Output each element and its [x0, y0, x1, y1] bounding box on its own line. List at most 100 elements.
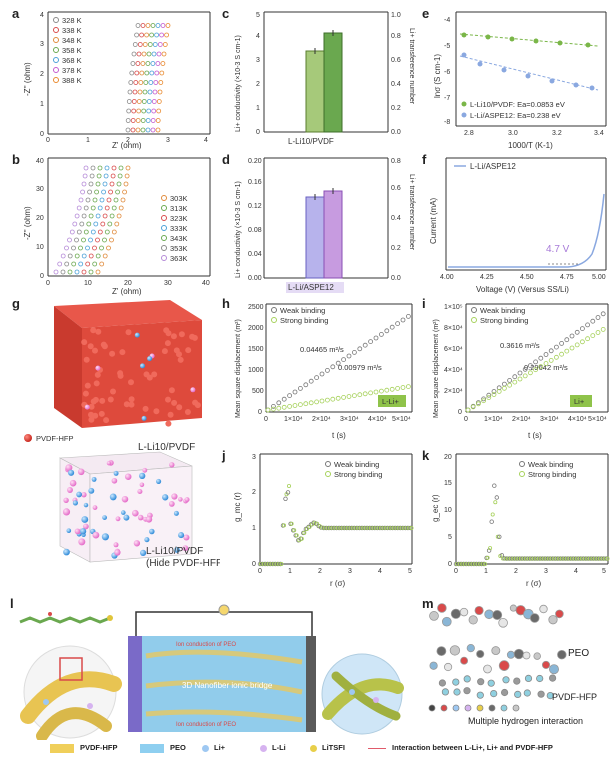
red-texture-dot [189, 334, 195, 340]
tick: 0.4 [391, 215, 401, 222]
atom [501, 705, 507, 711]
strong-point [580, 340, 584, 344]
series-b-point [100, 246, 104, 250]
series-b-point [86, 262, 90, 266]
panel-k-ylabel: g_ec (r) [431, 494, 440, 522]
strong-point [309, 401, 313, 405]
pvdf-hfp-sphere-icon [24, 434, 32, 442]
strong-point [491, 513, 494, 516]
atom [530, 614, 539, 623]
legend-item: L-Li/ASPE12: Ea=0.238 eV [470, 111, 561, 120]
ion-particle [149, 529, 155, 535]
atom [475, 606, 483, 614]
tick: 1 [252, 525, 256, 532]
weak-point [390, 325, 394, 329]
legend-li-icon [202, 745, 209, 752]
red-texture-dot [165, 340, 171, 346]
series-a-point [151, 24, 155, 28]
series-a-point [146, 128, 150, 132]
legend-item: Weak binding [334, 460, 379, 469]
series-b-point [107, 246, 111, 250]
panel-h-ylabel: Mean square displacement (m²) [235, 319, 242, 418]
series-a-point [154, 81, 158, 85]
series-a-point [160, 71, 164, 75]
tick: 4.75 [560, 274, 574, 281]
series-b-point [103, 214, 107, 218]
red-texture-dot [119, 349, 125, 355]
series-b-point [89, 254, 93, 258]
series-a-point [159, 81, 163, 85]
series-a-point [142, 109, 146, 113]
ion-particle [84, 503, 88, 507]
red-texture-dot [109, 351, 115, 357]
k-rdf-points [454, 484, 609, 566]
tick: 2×10⁴ [512, 416, 531, 423]
tick: 0.04 [248, 251, 262, 258]
strong-point [565, 349, 569, 353]
series-a-point [153, 90, 157, 94]
strong-point [369, 391, 373, 395]
ion-particle [114, 542, 119, 547]
series-a-point [137, 109, 141, 113]
strong-point [523, 374, 527, 378]
j-rdf-points [258, 484, 413, 565]
series-b-point [119, 166, 123, 170]
tick: 4.50 [520, 274, 534, 281]
ion-particle [80, 528, 86, 534]
tick: 40 [36, 158, 44, 165]
panel-label-g: g [12, 296, 20, 311]
tick: 0 [46, 280, 50, 287]
weak-point [309, 379, 313, 383]
ion-particle [139, 473, 145, 479]
atom [549, 615, 557, 623]
tick: -6 [444, 69, 450, 76]
strong-point [325, 398, 329, 402]
particle [147, 356, 152, 361]
atom [442, 617, 451, 626]
series-a-point [139, 81, 143, 85]
panel-h-yticks: 0 500 1000 1500 2000 2500 [248, 304, 264, 416]
panel-a-xticks: 0 1 2 3 4 [46, 137, 208, 144]
annotation-1: 0.3616 m²/s [500, 341, 540, 350]
legend-pvdf-swatch [50, 744, 74, 753]
panel-b-yticks: 0 10 20 30 40 [36, 158, 44, 280]
atom [534, 653, 541, 660]
atom [441, 705, 447, 711]
atom [464, 688, 470, 694]
series-a-point [146, 24, 150, 28]
ion-particle [102, 515, 107, 520]
ion-particle [75, 529, 81, 535]
tick: 2500 [248, 304, 264, 311]
series-a-point [156, 119, 160, 123]
tick: 3.0 [508, 130, 518, 137]
series-a-point [146, 119, 150, 123]
weak-point [596, 316, 600, 320]
panel-a-legend: 328 K 338 K 348 K 358 K 368 K 378 K 388 … [54, 16, 82, 85]
tick: 0 [40, 131, 44, 138]
tick: 5×10⁴ [588, 416, 607, 423]
series-b-point [75, 254, 79, 258]
weak-point [293, 390, 297, 394]
bulb-icon [219, 605, 229, 615]
text-nanofiber-bridge: 3D Nanofiber ionic bridge [182, 681, 273, 690]
tick: 4 [378, 568, 382, 575]
series-b-point [89, 214, 93, 218]
series-b-point [100, 262, 104, 266]
series-a-point [137, 52, 141, 56]
atom [477, 650, 484, 657]
red-texture-dot [84, 357, 90, 363]
anode-plate [128, 636, 142, 732]
panel-label-a: a [12, 6, 19, 21]
series-b-point [102, 190, 106, 194]
weak-point [601, 312, 605, 316]
series-b-point [80, 222, 84, 226]
atom [514, 649, 524, 659]
panel-c-yticks-left: 0 1 2 3 4 5 [256, 12, 260, 136]
legend-item: Strong binding [480, 316, 528, 325]
tick: 4 [204, 137, 208, 144]
series-b-point [91, 166, 95, 170]
weak-point [554, 345, 558, 349]
panel-i-xlabel: t (s) [528, 431, 542, 440]
series-b-point [108, 222, 112, 226]
strong-point [277, 406, 281, 410]
